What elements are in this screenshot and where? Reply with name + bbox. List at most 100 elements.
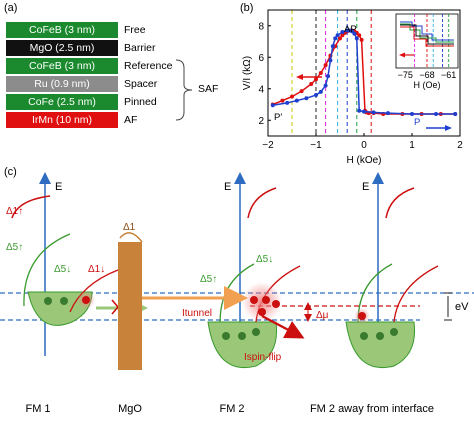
y-tick-label: 8 xyxy=(258,21,264,32)
data-point xyxy=(434,111,438,116)
data-point xyxy=(318,71,323,75)
data-point xyxy=(340,30,345,35)
data-point xyxy=(270,103,275,108)
arrow-left-red xyxy=(296,74,322,80)
annotation-p-left: P′ xyxy=(274,112,282,123)
data-point xyxy=(338,36,342,41)
annotation-p-right: P xyxy=(414,117,420,128)
arrow-right-blue xyxy=(426,125,452,131)
layer-row: Ru (0.9 nm) Spacer xyxy=(6,76,206,92)
caption-fm2-away: FM 2 away from interface xyxy=(310,403,434,415)
band-diagram: E Δ1↑ Δ5↑ Δ5↓ Δ1↓ Δ1 E Δ5↓ Δ5↑ xyxy=(0,172,474,415)
label-d5down: Δ5↓ xyxy=(54,264,71,275)
layer-material: IrMn (10 nm) xyxy=(6,112,118,128)
y-tick-label: 2 xyxy=(258,116,264,127)
electron-red xyxy=(250,296,258,304)
layer-material: CoFeB (3 nm) xyxy=(6,22,118,38)
label-delta-mu: Δμ xyxy=(316,310,329,321)
chart-inset: −75 −68 −61 H (Oe) xyxy=(395,13,459,90)
data-point xyxy=(362,109,366,114)
label-i-spinflip: Ispin-flip xyxy=(244,352,282,363)
layer-row: CoFeB (3 nm) Free xyxy=(6,22,206,38)
caption-fm1: FM 1 xyxy=(25,403,50,415)
x-tick-label: 2 xyxy=(457,140,463,151)
caption-mgo: MgO xyxy=(118,403,142,415)
data-point xyxy=(345,28,350,33)
data-point xyxy=(371,110,376,115)
caption-fm2: FM 2 xyxy=(219,403,244,415)
data-point xyxy=(309,82,314,87)
electron-red xyxy=(358,312,366,320)
electron-red xyxy=(82,296,90,304)
data-point xyxy=(314,77,318,82)
layer-material: CoFe (2.5 nm) xyxy=(6,94,118,110)
saf-label: SAF xyxy=(198,83,219,95)
label-ev: eV xyxy=(455,301,469,313)
layer-role: AF xyxy=(124,114,138,126)
electron-green xyxy=(60,297,68,305)
inset-x-tick-label: −75 xyxy=(398,70,413,80)
annotation-ap: AP xyxy=(344,24,357,35)
resistance-chart: −2 −1 0 1 2 2 4 6 8 H (kOe) V/I (kΩ) AP P′ P −7… xyxy=(242,9,463,166)
layer-role: Pinned xyxy=(124,96,157,108)
inset-x-tick-label: −61 xyxy=(441,70,456,80)
inset-xlabel: H (Oe) xyxy=(414,80,441,90)
data-point xyxy=(285,100,290,105)
electron-green xyxy=(44,297,52,305)
layer-material: Ru (0.9 nm) xyxy=(6,76,118,92)
chart-xlabel: H (kOe) xyxy=(347,155,382,166)
electron-red xyxy=(262,296,270,304)
layer-row: MgO (2.5 nm) Barrier xyxy=(6,40,206,56)
electron-green xyxy=(360,332,368,340)
fm2-away-band: E xyxy=(345,172,439,368)
layer-row: IrMn (10 nm) AF xyxy=(6,112,206,128)
y-tick-label: 6 xyxy=(258,53,264,64)
data-point xyxy=(335,33,340,38)
panel-a-label: (a) xyxy=(4,2,18,14)
layer-material: MgO (2.5 nm) xyxy=(6,40,118,56)
data-point xyxy=(357,33,362,38)
layer-material: CoFeB (3 nm) xyxy=(6,58,118,74)
x-tick-label: −2 xyxy=(262,140,274,151)
layer-role: Reference xyxy=(124,60,173,72)
label-d1: Δ1 xyxy=(123,222,136,233)
electron-green xyxy=(390,328,398,336)
data-point xyxy=(280,98,285,103)
data-point xyxy=(294,98,299,103)
chart-ylabel: V/I (kΩ) xyxy=(242,56,253,90)
x-tick-label: −1 xyxy=(310,140,322,151)
x-tick-label: 0 xyxy=(361,140,367,151)
data-point xyxy=(323,63,328,68)
label-d1down: Δ1↓ xyxy=(88,264,105,275)
data-point xyxy=(330,44,335,49)
data-point xyxy=(357,108,362,113)
panel-b-label: (b) xyxy=(240,2,254,14)
panel-c-label: (c) xyxy=(4,166,17,178)
layer-stack: CoFeB (3 nm) Free MgO (2.5 nm) Barrier CoFeB… xyxy=(6,22,206,130)
x-tick-label: 1 xyxy=(409,140,415,151)
layer-role: Barrier xyxy=(124,42,156,54)
label-d1up: Δ1↑ xyxy=(6,206,23,217)
data-point xyxy=(323,83,328,88)
data-point xyxy=(318,89,323,94)
electron-red xyxy=(272,300,280,308)
fm1-energy-label: E xyxy=(55,181,62,193)
data-point xyxy=(328,58,333,63)
fm2-label-d5up: Δ5↑ xyxy=(200,274,217,285)
layer-role: Free xyxy=(124,24,146,36)
saf-brace xyxy=(175,59,193,121)
ev-marker: eV xyxy=(444,292,469,321)
data-point xyxy=(333,36,338,41)
layer-role: Spacer xyxy=(124,78,158,90)
spin-flip-arrow xyxy=(261,314,305,339)
data-point xyxy=(359,37,364,42)
label-d5up: Δ5↑ xyxy=(6,242,23,253)
fm2-label-d5down: Δ5↓ xyxy=(256,254,273,265)
electron-green xyxy=(252,328,260,336)
layer-row: CoFeB (3 nm) Reference xyxy=(6,58,206,74)
data-point xyxy=(386,111,390,116)
electron-red xyxy=(258,308,266,316)
inset-x-tick-label: −68 xyxy=(419,70,434,80)
data-point xyxy=(354,36,359,41)
layer-row: CoFe (2.5 nm) Pinned xyxy=(6,94,206,110)
